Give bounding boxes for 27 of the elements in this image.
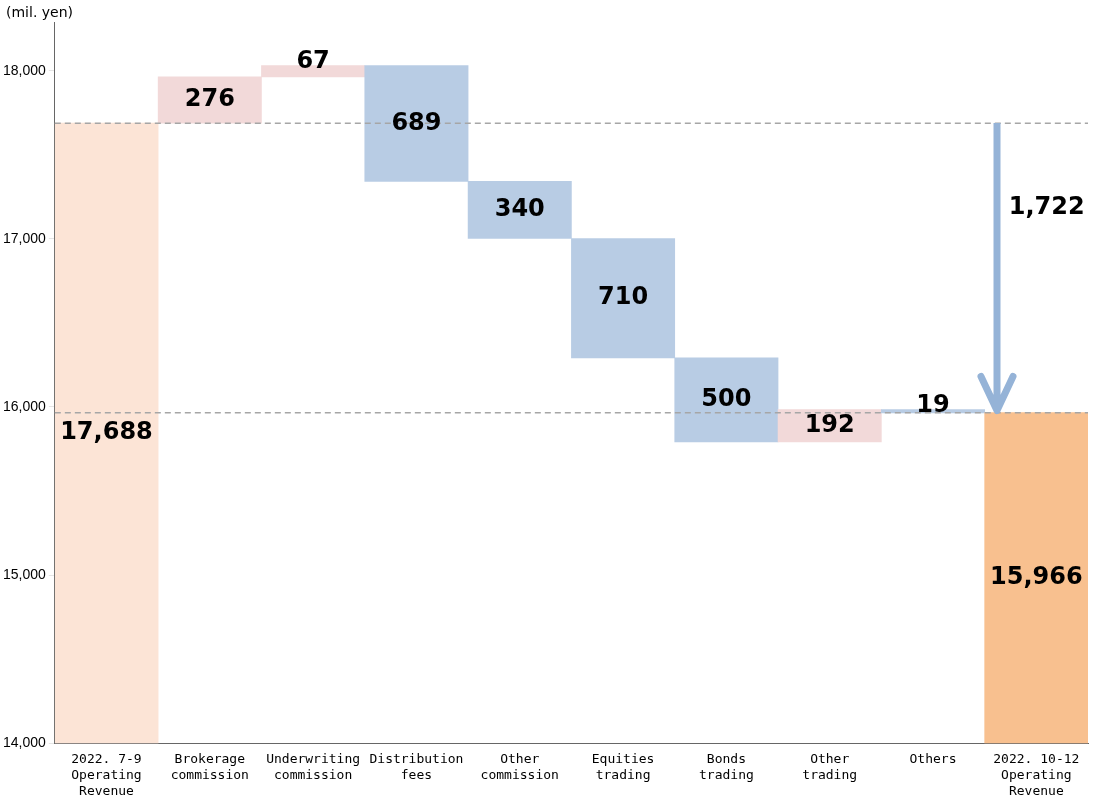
x-tick-label: 2022. 7-9 Operating Revenue: [71, 751, 142, 798]
x-tick-label: Other trading: [802, 751, 858, 782]
data-label: 340: [494, 194, 545, 223]
y-tick-label: 15,000: [2, 565, 47, 582]
data-label: 19: [916, 389, 950, 418]
data-label: 276: [184, 84, 235, 113]
x-tick-label: Other commission: [480, 751, 559, 782]
x-tick-label: Equities trading: [591, 751, 655, 782]
data-label: 500: [701, 384, 752, 413]
y-tick-label: 18,000: [2, 61, 47, 78]
x-tick-label: Underwriting commission: [266, 751, 361, 782]
data-label: 689: [391, 107, 442, 136]
x-tick-label: Bonds trading: [698, 751, 754, 782]
data-label: 15,966: [990, 562, 1083, 591]
x-tick-label: Others: [909, 751, 957, 767]
x-tick-label: Brokerage commission: [170, 751, 249, 782]
annotation: 1,722: [1008, 192, 1085, 221]
x-tick-label: 2022. 10-12 Operating Revenue: [993, 751, 1080, 798]
x-tick-label: Distribution fees: [369, 751, 464, 782]
data-label: 192: [804, 410, 855, 439]
data-label: 67: [296, 45, 330, 74]
y-tick-label: 16,000: [2, 397, 47, 414]
y-axis-title: (mil. yen): [4, 4, 76, 20]
y-tick-label: 14,000: [2, 734, 47, 751]
y-tick-label: 17,000: [2, 229, 47, 246]
data-label: 710: [598, 282, 649, 311]
data-label: 17,688: [60, 417, 153, 446]
